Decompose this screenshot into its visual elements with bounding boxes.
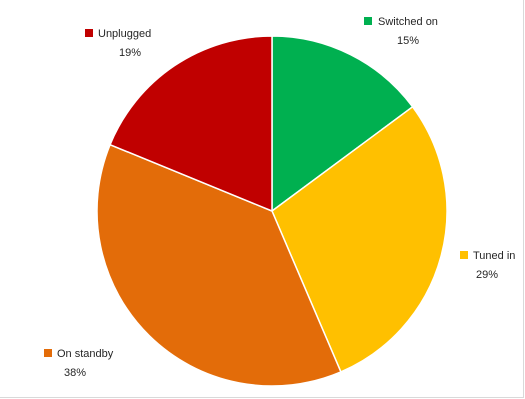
label-on-standby: On standby 38%: [44, 348, 114, 379]
legend-key-on-standby: [44, 349, 52, 357]
slice-percent-unplugged: 19%: [119, 47, 141, 59]
slice-label-switched-on: Switched on: [378, 16, 438, 28]
label-tuned-in: Tuned in 29%: [460, 250, 515, 281]
slice-percent-switched-on: 15%: [397, 35, 419, 47]
pie-slice-unplugged: [109, 35, 273, 213]
pie-slices: [96, 35, 448, 387]
label-unplugged: Unplugged 19%: [85, 28, 151, 59]
label-switched-on: Switched on 15%: [364, 16, 438, 47]
legend-key-tuned-in: [460, 251, 468, 259]
pie-slice-on-standby: [96, 143, 342, 387]
pie-slice-switched-on: [271, 35, 414, 213]
slice-label-on-standby: On standby: [57, 348, 114, 360]
slice-label-tuned-in: Tuned in: [473, 250, 515, 262]
pie-slice-tuned-in: [271, 105, 448, 373]
slice-percent-tuned-in: 29%: [476, 269, 498, 281]
legend-key-switched-on: [364, 17, 372, 25]
legend-key-unplugged: [85, 29, 93, 37]
slice-percent-on-standby: 38%: [64, 367, 86, 379]
slice-label-unplugged: Unplugged: [98, 28, 151, 40]
